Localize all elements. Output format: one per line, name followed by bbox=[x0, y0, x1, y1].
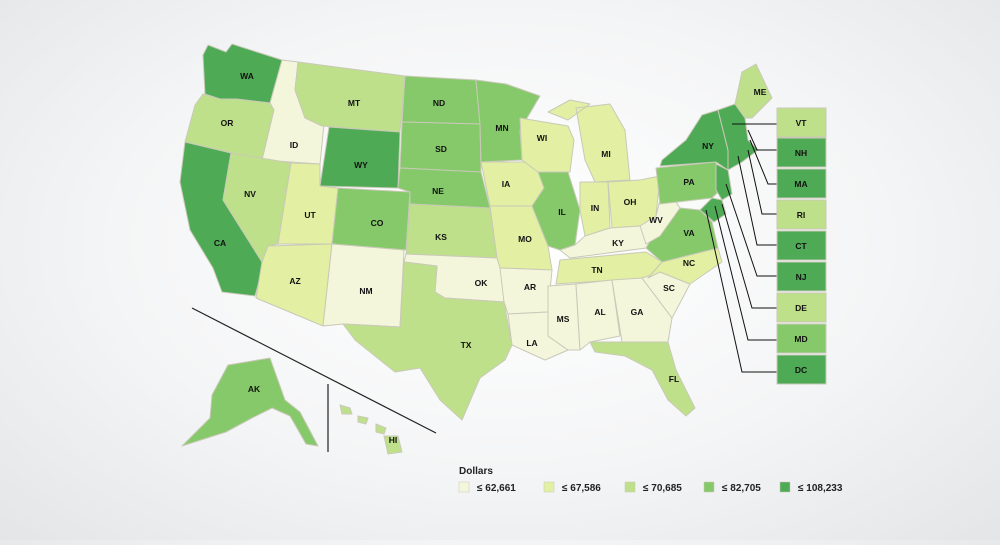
legend-swatch-5 bbox=[779, 481, 791, 493]
leader-md bbox=[714, 205, 777, 341]
legend: Dollars ≤ 62,661 ≤ 67,586 ≤ 70,685 ≤ 82,… bbox=[458, 466, 843, 494]
state-ny[interactable] bbox=[659, 109, 729, 171]
legend-title: Dollars bbox=[459, 466, 493, 477]
small-state-boxes: VT NH MA RI CT NJ DE MD DC bbox=[776, 107, 827, 385]
leader-ct bbox=[737, 155, 777, 246]
state-ne[interactable] bbox=[397, 167, 491, 209]
box-ri[interactable] bbox=[776, 199, 827, 230]
legend-swatch-4 bbox=[703, 481, 715, 493]
state-in[interactable] bbox=[579, 181, 611, 237]
box-ma[interactable] bbox=[776, 168, 827, 199]
leader-ma bbox=[749, 139, 777, 185]
legend-label-3: ≤ 70,685 bbox=[643, 483, 682, 494]
leader-nj bbox=[725, 183, 777, 277]
state-az[interactable] bbox=[255, 243, 333, 327]
leader-nh bbox=[747, 129, 777, 151]
box-vt[interactable] bbox=[776, 107, 827, 138]
box-nh[interactable] bbox=[776, 137, 827, 168]
leader-lines bbox=[705, 123, 777, 373]
legend-label-2: ≤ 67,586 bbox=[562, 483, 601, 494]
legend-swatch-2 bbox=[543, 481, 555, 493]
legend-label-4: ≤ 82,705 bbox=[722, 483, 761, 494]
state-mt[interactable] bbox=[294, 61, 406, 133]
state-fl[interactable] bbox=[589, 341, 696, 417]
state-wy[interactable] bbox=[319, 126, 401, 189]
state-nm[interactable] bbox=[322, 243, 405, 328]
state-tx[interactable] bbox=[342, 261, 513, 421]
state-ms[interactable] bbox=[547, 283, 581, 351]
state-hi[interactable] bbox=[339, 404, 403, 455]
states-layer bbox=[179, 43, 773, 455]
state-al[interactable] bbox=[575, 279, 621, 351]
state-sd[interactable] bbox=[399, 121, 482, 173]
leader-dc bbox=[705, 209, 777, 373]
legend-swatch-1 bbox=[458, 481, 470, 493]
box-nj[interactable] bbox=[776, 261, 827, 292]
inset-divider-diagonal bbox=[191, 307, 437, 434]
state-wi[interactable] bbox=[519, 117, 575, 173]
leader-de bbox=[721, 203, 777, 309]
box-de[interactable] bbox=[776, 292, 827, 323]
state-mi[interactable] bbox=[547, 99, 631, 183]
box-ct[interactable] bbox=[776, 230, 827, 261]
state-me[interactable] bbox=[734, 63, 773, 119]
box-dc[interactable] bbox=[776, 354, 827, 385]
inset-separators bbox=[191, 307, 437, 452]
box-md[interactable] bbox=[776, 323, 827, 354]
legend-label-5: ≤ 108,233 bbox=[798, 483, 843, 494]
state-pa[interactable] bbox=[655, 161, 721, 205]
state-ar[interactable] bbox=[499, 267, 553, 315]
legend-label-1: ≤ 62,661 bbox=[477, 483, 516, 494]
state-ga[interactable] bbox=[611, 277, 673, 343]
legend-swatch-3 bbox=[624, 481, 636, 493]
leader-ri bbox=[747, 149, 777, 215]
state-nd[interactable] bbox=[401, 75, 481, 125]
state-co[interactable] bbox=[331, 187, 411, 251]
state-wa[interactable] bbox=[202, 43, 283, 104]
state-ak[interactable] bbox=[181, 357, 319, 447]
state-ks[interactable] bbox=[405, 203, 498, 259]
